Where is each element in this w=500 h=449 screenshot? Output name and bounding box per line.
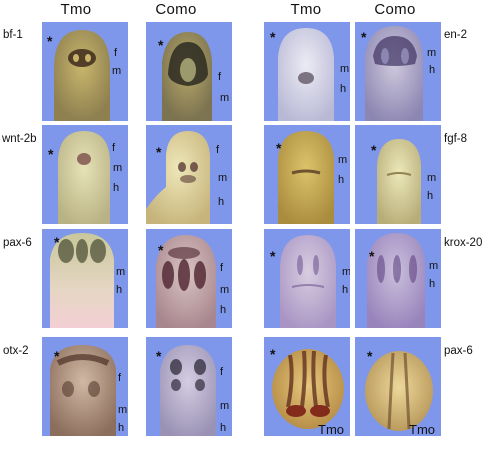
region-label-h: h (429, 64, 436, 76)
region-label-m: m (429, 260, 439, 272)
embryo-image (272, 349, 344, 429)
region-label-h: h (429, 278, 436, 290)
panel-wnt-2b-como: * f m h (146, 125, 232, 224)
embryo-image (156, 235, 216, 328)
asterisk-marker: * (158, 37, 164, 53)
asterisk-marker: * (371, 142, 377, 158)
region-label-h: h (220, 422, 227, 434)
region-label-h: h (118, 422, 125, 434)
column-header-tmo-left: Tmo (60, 1, 92, 18)
embryo-image (278, 28, 334, 121)
panel-krox-20-como: * m h (355, 229, 441, 328)
region-label-h: h (338, 174, 345, 186)
region-label-h: h (342, 284, 349, 296)
panel-krox-20-tmo: * m h (264, 229, 350, 328)
region-label-h: h (218, 196, 225, 208)
panel-pax-6-como: * f m h (146, 229, 232, 328)
region-label-h: h (113, 182, 120, 194)
asterisk-marker: * (270, 29, 276, 45)
asterisk-marker: * (361, 29, 367, 45)
asterisk-marker: * (270, 248, 276, 264)
region-label-m: m (427, 47, 437, 59)
asterisk-marker: * (156, 144, 162, 160)
embryo-image (50, 345, 116, 436)
asterisk-marker: * (54, 234, 60, 250)
region-label-f: f (220, 366, 224, 378)
panel-label-tmo: Tmo (318, 422, 344, 436)
embryo-image (365, 351, 433, 431)
embryo-image (160, 345, 216, 436)
panel-pax-6-como-transverse: * Tmo (355, 337, 441, 436)
panel-wnt-2b-tmo: * f m h (42, 125, 128, 224)
row-label-bf-1: bf-1 (3, 29, 23, 41)
region-label-m: m (112, 65, 122, 77)
row-label-pax-6-left: pax-6 (3, 237, 32, 249)
region-label-f: f (112, 142, 116, 154)
region-label-m: m (116, 266, 126, 278)
panel-label-tmo: Tmo (409, 422, 435, 436)
column-header-como-right: Como (374, 1, 416, 18)
region-label-m: m (427, 172, 437, 184)
embryo-image (365, 26, 423, 121)
region-label-m: m (220, 284, 230, 296)
row-label-fgf-8: fgf-8 (444, 133, 468, 145)
row-label-krox-20: krox-20 (444, 237, 483, 249)
panel-fgf-8-tmo: * m h (264, 125, 350, 224)
asterisk-marker: * (367, 348, 373, 364)
panel-bf-1-tmo: * f m (42, 22, 128, 121)
row-label-otx-2: otx-2 (3, 345, 29, 357)
row-label-pax-6-right: pax-6 (444, 345, 473, 357)
asterisk-marker: * (270, 346, 276, 362)
embryo-image (54, 30, 110, 121)
region-label-f: f (220, 262, 224, 274)
row-label-en-2: en-2 (444, 29, 468, 41)
asterisk-marker: * (54, 348, 60, 364)
region-label-m: m (118, 404, 128, 416)
region-label-m: m (342, 266, 350, 278)
asterisk-marker: * (158, 242, 164, 258)
column-header-como-left: Como (155, 1, 197, 18)
asterisk-marker: * (48, 146, 54, 162)
panel-fgf-8-como: * m h (355, 125, 441, 224)
panel-otx-2-tmo: * f m h (42, 337, 128, 436)
region-label-f: f (114, 47, 118, 59)
embryo-image (377, 139, 421, 224)
panel-pax-6-tmo: * m h (42, 229, 128, 328)
region-label-m: m (218, 172, 228, 184)
asterisk-marker: * (276, 140, 282, 156)
region-label-m: m (340, 63, 350, 75)
embryo-image (280, 235, 336, 328)
embryo-image (278, 131, 334, 224)
region-label-h: h (220, 304, 227, 316)
asterisk-marker: * (156, 348, 162, 364)
region-label-h: h (340, 83, 347, 95)
panel-pax-6-tmo-transverse: * Tmo (264, 337, 350, 436)
row-label-wnt-2b: wnt-2b (2, 133, 37, 145)
embryo-image (146, 131, 210, 224)
asterisk-marker: * (47, 33, 53, 49)
region-label-m: m (113, 162, 123, 174)
panel-en-2-tmo: * m h (264, 22, 350, 121)
panel-otx-2-como: * f m h (146, 337, 232, 436)
panel-en-2-como: * m h (355, 22, 441, 121)
column-header-tmo-right: Tmo (290, 1, 322, 18)
region-label-h: h (116, 284, 123, 296)
region-label-m: m (220, 400, 230, 412)
region-label-f: f (118, 372, 122, 384)
region-label-f: f (216, 144, 220, 156)
embryo-image (162, 32, 212, 121)
region-label-h: h (427, 190, 434, 202)
region-label-m: m (338, 154, 348, 166)
region-label-m: m (220, 92, 230, 104)
embryo-image (58, 131, 110, 224)
asterisk-marker: * (369, 248, 375, 264)
embryo-image (50, 233, 114, 328)
embryo-image (367, 233, 425, 328)
region-label-f: f (218, 71, 222, 83)
panel-bf-1-como: * f m (146, 22, 232, 121)
